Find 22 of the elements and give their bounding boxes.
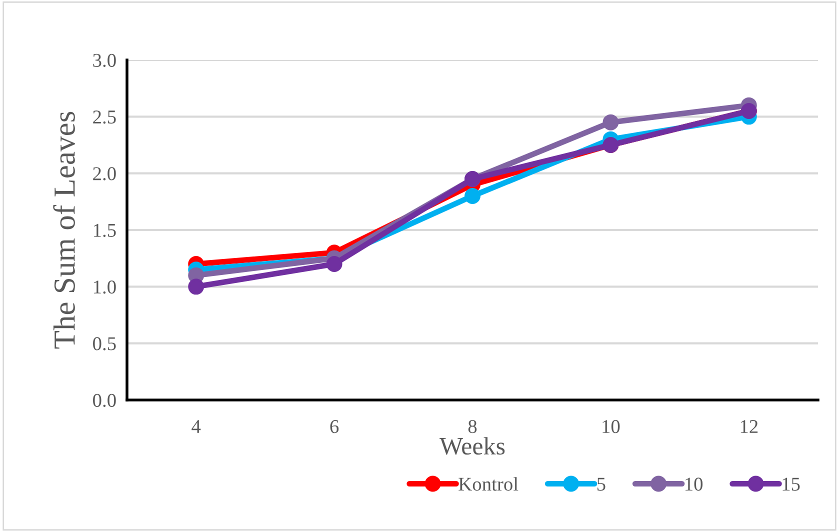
x-tick-label: 4 — [192, 420, 201, 433]
y-axis-title: The Sum of Leaves — [53, 112, 75, 349]
y-tick-label: 0.5 — [93, 337, 116, 350]
y-tick-label: 0.0 — [93, 394, 116, 408]
legend-label: Kontrol — [458, 477, 518, 491]
y-tick-label: 2.5 — [93, 110, 116, 124]
legend-label: 15 — [782, 478, 800, 491]
x-tick-label: 10 — [602, 420, 620, 434]
y-tick-label: 1.5 — [94, 224, 116, 238]
y-tick-label: 3.0 — [93, 54, 116, 68]
point — [464, 188, 480, 204]
legend-label: 5 — [597, 478, 606, 491]
y-tick-label: 1.0 — [94, 280, 116, 294]
x-tick-label: 6 — [330, 420, 339, 434]
legend-label: 10 — [686, 478, 703, 491]
x-tick-label: 12 — [740, 420, 758, 433]
x-axis-title: Weeks — [440, 437, 505, 455]
point — [326, 256, 342, 272]
x-tick-label: 8 — [468, 420, 477, 434]
point — [602, 114, 619, 130]
point — [188, 278, 204, 295]
y-tick-label: 2.0 — [93, 167, 116, 180]
